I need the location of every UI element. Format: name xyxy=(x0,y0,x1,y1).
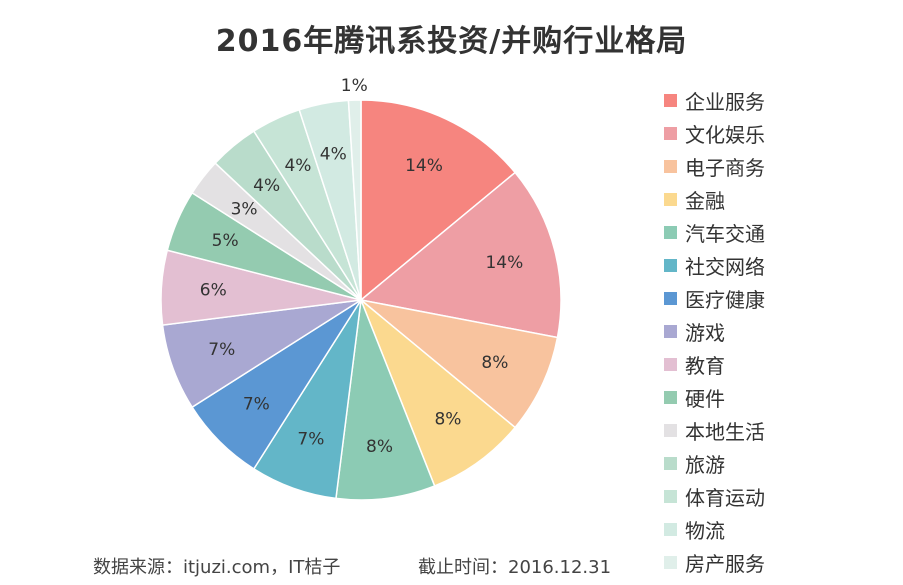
legend-swatch xyxy=(664,193,677,206)
legend-label: 企业服务 xyxy=(685,90,765,114)
slice-label: 7% xyxy=(297,429,324,449)
pie-slice xyxy=(335,299,436,501)
legend-label: 本地生活 xyxy=(685,420,765,444)
pie-slice xyxy=(347,99,362,301)
legend: 企业服务文化娱乐电子商务金融汽车交通社交网络医疗健康游戏教育硬件本地生活旅游体育… xyxy=(664,84,899,579)
legend-swatch xyxy=(664,292,677,305)
legend-swatch xyxy=(664,226,677,239)
legend-item: 社交网络 xyxy=(664,249,899,282)
legend-swatch xyxy=(664,523,677,536)
slice-label: 14% xyxy=(485,253,523,273)
legend-swatch xyxy=(664,424,677,437)
legend-label: 文化娱乐 xyxy=(685,123,765,147)
legend-swatch xyxy=(664,556,677,569)
legend-swatch xyxy=(664,358,677,371)
legend-label: 医疗健康 xyxy=(685,288,765,312)
legend-swatch xyxy=(664,160,677,173)
slice-label: 3% xyxy=(231,199,258,219)
legend-item: 物流 xyxy=(664,513,899,546)
legend-item: 本地生活 xyxy=(664,414,899,447)
slice-label: 14% xyxy=(405,156,443,176)
legend-item: 游戏 xyxy=(664,315,899,348)
legend-item: 企业服务 xyxy=(664,84,899,117)
legend-label: 物流 xyxy=(685,519,725,543)
slice-label: 4% xyxy=(253,176,280,196)
legend-item: 教育 xyxy=(664,348,899,381)
legend-label: 游戏 xyxy=(685,321,725,345)
legend-label: 硬件 xyxy=(685,387,725,411)
legend-swatch xyxy=(664,391,677,404)
slice-label: 8% xyxy=(434,410,461,430)
slice-label: 8% xyxy=(481,353,508,373)
legend-label: 体育运动 xyxy=(685,486,765,510)
legend-item: 文化娱乐 xyxy=(664,117,899,150)
slice-label: 5% xyxy=(212,231,239,251)
legend-item: 房产服务 xyxy=(664,546,899,579)
chart-title: 2016年腾讯系投资/并购行业格局 xyxy=(215,24,688,59)
legend-swatch xyxy=(664,94,677,107)
pie-slice xyxy=(360,99,517,302)
legend-swatch xyxy=(664,490,677,503)
legend-swatch xyxy=(664,127,677,140)
legend-item: 电子商务 xyxy=(664,150,899,183)
legend-item: 金融 xyxy=(664,183,899,216)
slice-label: 6% xyxy=(200,281,227,301)
pie-slice xyxy=(360,299,559,429)
legend-item: 医疗健康 xyxy=(664,282,899,315)
legend-label: 社交网络 xyxy=(685,255,765,279)
slice-label: 7% xyxy=(243,395,270,415)
legend-label: 教育 xyxy=(685,354,725,378)
legend-label: 汽车交通 xyxy=(685,222,765,246)
pie-slice xyxy=(360,299,517,487)
legend-item: 体育运动 xyxy=(664,480,899,513)
legend-swatch xyxy=(664,325,677,338)
legend-item: 硬件 xyxy=(664,381,899,414)
slice-label: 4% xyxy=(320,145,347,165)
slice-label: 1% xyxy=(341,76,368,96)
slice-label: 8% xyxy=(366,437,393,457)
data-source: 数据来源：itjuzi.com，IT桔子 xyxy=(93,557,341,578)
pie-slice xyxy=(359,171,562,339)
legend-label: 金融 xyxy=(685,189,725,213)
legend-label: 房产服务 xyxy=(685,552,765,576)
cutoff-date: 截止时间：2016.12.31 xyxy=(418,557,612,578)
legend-item: 旅游 xyxy=(664,447,899,480)
legend-swatch xyxy=(664,457,677,470)
legend-swatch xyxy=(664,259,677,272)
slice-label: 4% xyxy=(284,156,311,176)
slice-label: 7% xyxy=(208,340,235,360)
legend-label: 电子商务 xyxy=(685,156,765,180)
legend-item: 汽车交通 xyxy=(664,216,899,249)
legend-label: 旅游 xyxy=(685,453,725,477)
